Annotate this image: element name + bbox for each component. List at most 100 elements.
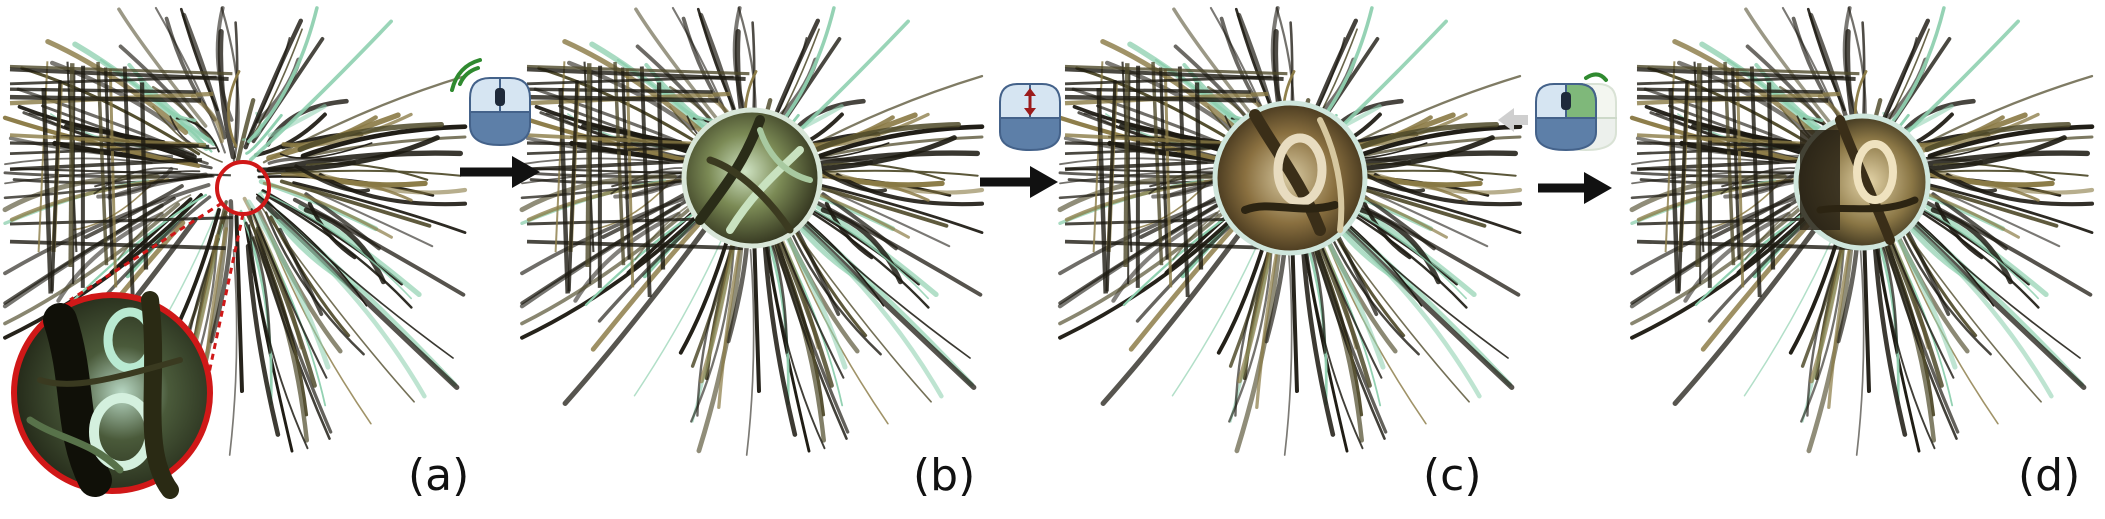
- mouse-right-drag-icon: [1498, 72, 1617, 152]
- fiber-strand: [1352, 121, 1499, 153]
- fiber-strand: [249, 19, 393, 162]
- fiber-strand: [526, 94, 719, 103]
- mouse-scroll-icon: [999, 83, 1061, 152]
- fiber-strand: [300, 124, 468, 159]
- fiber-strand: [9, 133, 206, 147]
- fiber-strand: [1806, 237, 1847, 417]
- fiber-strand: [656, 82, 666, 270]
- fiber-strand: [297, 121, 444, 153]
- fiber-strand: [256, 193, 368, 307]
- fiber-strand: [266, 199, 454, 359]
- fiber-strand: [235, 98, 256, 163]
- fiber-strand: [261, 206, 415, 403]
- fiber-strand: [1735, 69, 1745, 288]
- fiber-strand: [9, 87, 196, 94]
- fiber-strand: [122, 66, 135, 297]
- fiber-strand: [1631, 157, 1780, 166]
- fiber-strand: [690, 239, 736, 423]
- fiber-strand: [256, 135, 440, 173]
- fiber-strand: [246, 37, 291, 141]
- fiber-strand: [294, 164, 371, 193]
- fiber-strand: [1932, 162, 2056, 181]
- fiber-strand: [227, 70, 241, 148]
- fiber-strand: [263, 169, 462, 177]
- fiber-strand: [793, 218, 944, 399]
- fiber-strand: [1373, 173, 1523, 207]
- fiber-strand: [1123, 63, 1130, 268]
- fiber-strand: [266, 195, 413, 309]
- fiber-strand: [1105, 80, 1117, 292]
- fiber-strand: [1283, 248, 1293, 456]
- panel-label-b: (b): [913, 450, 975, 501]
- fiber-strand: [1636, 141, 1826, 148]
- fiber-strand: [152, 105, 223, 163]
- fiber-strand: [1347, 181, 1522, 234]
- fiber-strand: [817, 124, 985, 159]
- fiber-strand: [262, 74, 467, 164]
- fiber-strand: [248, 213, 331, 440]
- fiber-strand: [1303, 224, 1364, 450]
- fiber-strand: [1800, 239, 1846, 423]
- panel-c: (c): [1057, 6, 1523, 501]
- fiber-strand: [1636, 64, 1860, 76]
- fiber-strand: [634, 7, 725, 128]
- fiber-strand: [260, 191, 412, 300]
- arrow-a-to-b: [460, 156, 540, 188]
- fiber-strand: [255, 228, 333, 434]
- fiber-strand: [772, 228, 850, 434]
- callout-line-bottom: [203, 213, 245, 393]
- fiber-strand: [1927, 135, 2094, 159]
- step-a-to-b: [450, 58, 540, 188]
- fiber-strand: [1888, 206, 2042, 403]
- fiber-rendering-a: [2, 6, 468, 456]
- fiber-strand: [1360, 162, 1484, 181]
- fiber-strand: [822, 162, 946, 181]
- fiber-strand: [1347, 197, 1521, 297]
- fiber-strand: [234, 214, 244, 393]
- fiber-strand: [154, 6, 226, 154]
- fiber-strand: [117, 7, 208, 128]
- fiber-strand: [1872, 243, 1908, 437]
- fiber-strand: [9, 94, 202, 103]
- fiber-strand: [1882, 228, 1960, 434]
- fiber-strand: [1749, 66, 1762, 297]
- fiber-strand: [1194, 82, 1204, 270]
- fiber-strand: [1096, 87, 1108, 294]
- fiber-strand: [266, 150, 463, 173]
- fiber-strand: [310, 189, 434, 248]
- fiber-strand: [276, 218, 427, 399]
- fiber-strand: [67, 193, 208, 307]
- fiber-strand: [1058, 202, 1235, 326]
- fiber-strand: [279, 142, 373, 159]
- fiber-strand: [520, 202, 697, 326]
- fiber-strand: [521, 157, 670, 166]
- fiber-strand: [3, 196, 176, 305]
- fiber-strand: [228, 248, 238, 456]
- fiber-strand: [809, 197, 983, 297]
- fiber-strand: [1945, 173, 2095, 207]
- fiber-strand: [9, 239, 226, 251]
- fiber-strand: [526, 133, 723, 147]
- panel-label-c: (c): [1423, 450, 1482, 501]
- fiber-strand: [9, 144, 210, 155]
- fiber-strand: [1300, 243, 1336, 437]
- fiber-strand: [1927, 124, 2095, 159]
- fiber-strand: [250, 208, 328, 379]
- fiber-strand: [526, 141, 716, 148]
- fiber-strand: [1636, 94, 1829, 103]
- fiber-strand: [520, 196, 693, 305]
- fiber-strand: [1237, 234, 1275, 384]
- fiber-strand: [1630, 196, 1803, 305]
- fiber-strand: [139, 82, 149, 270]
- fiber-strand: [300, 135, 467, 159]
- magic-lens-d: [1793, 113, 1931, 251]
- fiber-strand: [292, 181, 467, 234]
- fiber-strand: [526, 239, 743, 251]
- fiber-strand: [558, 87, 570, 294]
- fiber-strand: [827, 189, 951, 248]
- fiber-strand: [1636, 87, 1823, 94]
- fiber-strand: [778, 206, 932, 403]
- fiber-strand: [639, 66, 652, 297]
- fiber-strand: [1699, 73, 1703, 285]
- fiber-strand: [209, 199, 234, 344]
